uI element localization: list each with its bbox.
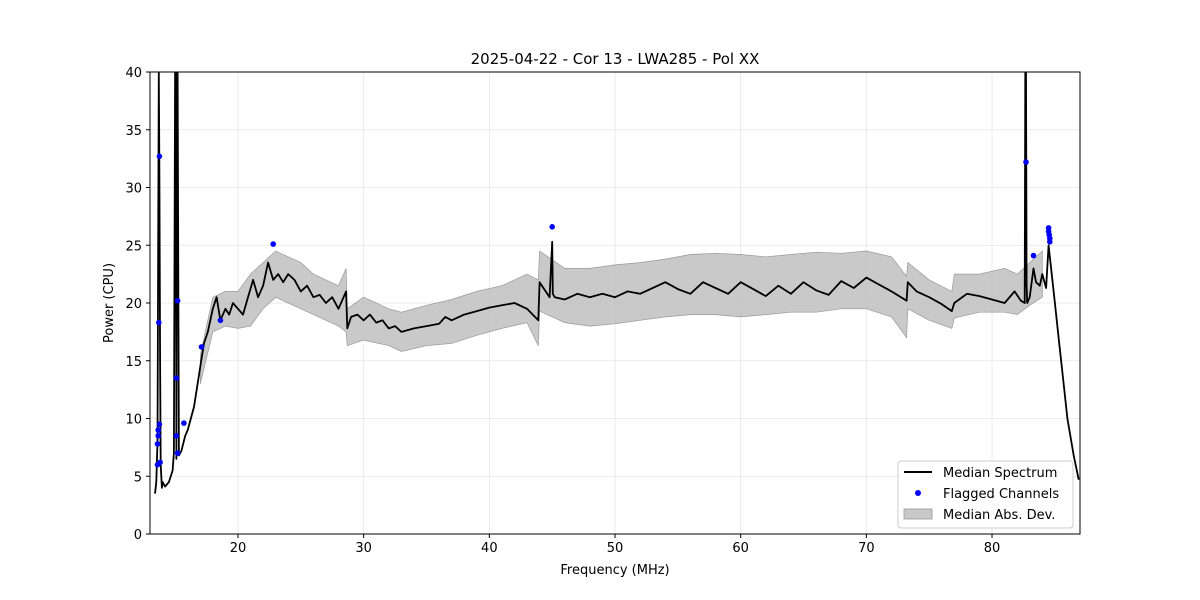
x-tick-label: 30 (355, 541, 372, 556)
y-tick-label: 35 (125, 124, 142, 139)
flagged-channel-point (174, 450, 181, 456)
legend-flagged-swatch (915, 490, 921, 496)
y-axis-label: Power (CPU) (102, 263, 117, 343)
x-tick-label: 50 (607, 541, 624, 556)
flagged-channel-point (156, 153, 163, 160)
x-tick-label: 70 (858, 541, 875, 556)
x-tick-label: 20 (230, 541, 247, 556)
flagged-channel-point (156, 319, 162, 326)
flagged-channel-point (1023, 159, 1029, 165)
legend-mad-swatch (903, 508, 933, 520)
flagged-channel-point (155, 427, 161, 433)
flagged-channel-point (154, 441, 161, 447)
x-tick-label: 40 (481, 541, 498, 556)
flagged-channel-point (198, 344, 205, 350)
legend-box (897, 460, 1074, 529)
flagged-channel-point (270, 241, 277, 247)
mad-band (199, 250, 1043, 384)
y-tick-label: 10 (125, 413, 142, 428)
flagged-channel-point (217, 317, 224, 324)
legend-median-label: Median Spectrum (943, 466, 1057, 481)
legend: Median Spectrum Flagged Channels Median … (897, 460, 1074, 529)
axis-ticks: 20 30 40 50 60 70 80 0 5 10 15 20 25 30 35 40 (125, 66, 1000, 556)
flagged-channel-point (155, 433, 161, 439)
y-tick-label: 20 (125, 297, 142, 312)
flagged-channel-point (157, 459, 163, 466)
y-tick-label: 0 (134, 528, 142, 543)
flagged-channel-point (173, 375, 180, 381)
flagged-channel-point (173, 433, 180, 439)
x-tick-label: 60 (732, 541, 749, 556)
flagged-channel-point (1030, 252, 1037, 259)
y-tick-label: 30 (125, 182, 142, 197)
flagged-channel-point (1047, 239, 1053, 245)
x-axis-label: Frequency (MHz) (560, 563, 669, 578)
legend-flagged-label: Flagged Channels (943, 487, 1059, 502)
legend-mad-label: Median Abs. Dev. (943, 508, 1055, 523)
y-tick-label: 15 (125, 355, 142, 370)
flagged-channel-point (156, 421, 163, 428)
x-tick-label: 80 (984, 541, 1001, 556)
plot-area (154, 72, 1080, 494)
median-spectrum-line (154, 72, 1080, 494)
y-tick-label: 25 (125, 239, 142, 254)
flagged-channel-point (549, 224, 555, 230)
flagged-channel-point (174, 297, 181, 304)
flagged-channel-point (181, 420, 187, 426)
y-tick-label: 40 (125, 66, 142, 81)
chart-title: 2025-04-22 - Cor 13 - LWA285 - Pol XX (471, 50, 760, 68)
y-tick-label: 5 (134, 470, 142, 485)
